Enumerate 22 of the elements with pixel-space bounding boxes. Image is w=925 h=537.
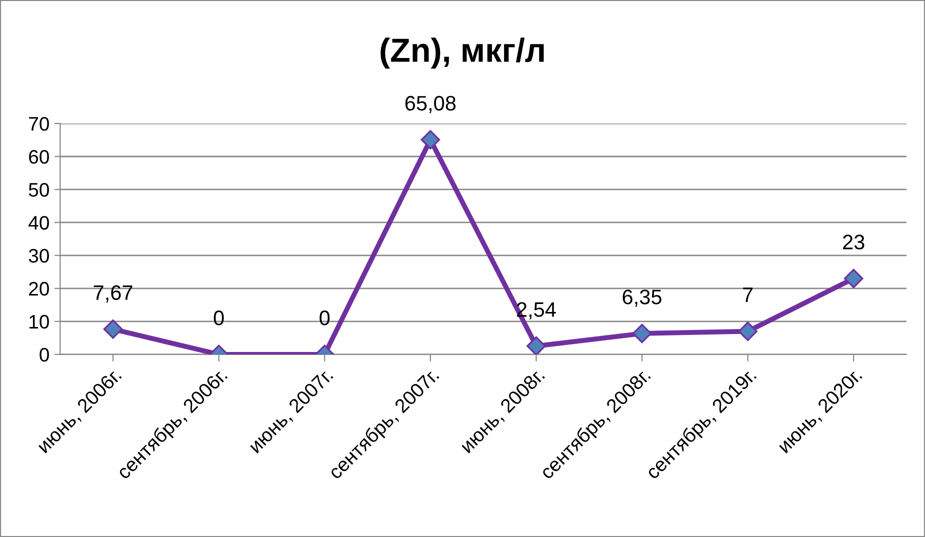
y-tick-label: 10	[30, 314, 49, 329]
point	[632, 324, 652, 344]
y-tick-label: 0	[40, 348, 49, 362]
point	[844, 268, 864, 288]
data-label: 65,08	[405, 96, 456, 114]
y-tick-label: 60	[29, 150, 49, 164]
data-label: 23	[843, 234, 864, 250]
point	[103, 319, 123, 339]
data-label: 0	[214, 310, 224, 326]
y-tick-label: 40	[28, 216, 49, 230]
y-tick-label: 50	[28, 182, 49, 197]
point	[420, 130, 440, 150]
data-label: 7	[743, 288, 753, 302]
point	[738, 322, 758, 342]
data-label: 7,67	[94, 285, 132, 302]
y-tick-label: 70	[29, 116, 49, 131]
y-tick-label: 30	[28, 248, 49, 263]
y-tick-label: 20	[29, 282, 49, 296]
point	[526, 336, 546, 354]
chart-title: (Zn), мкг/л	[380, 38, 544, 69]
data-label: 6,35	[622, 290, 662, 307]
data-label: 0	[320, 310, 330, 326]
